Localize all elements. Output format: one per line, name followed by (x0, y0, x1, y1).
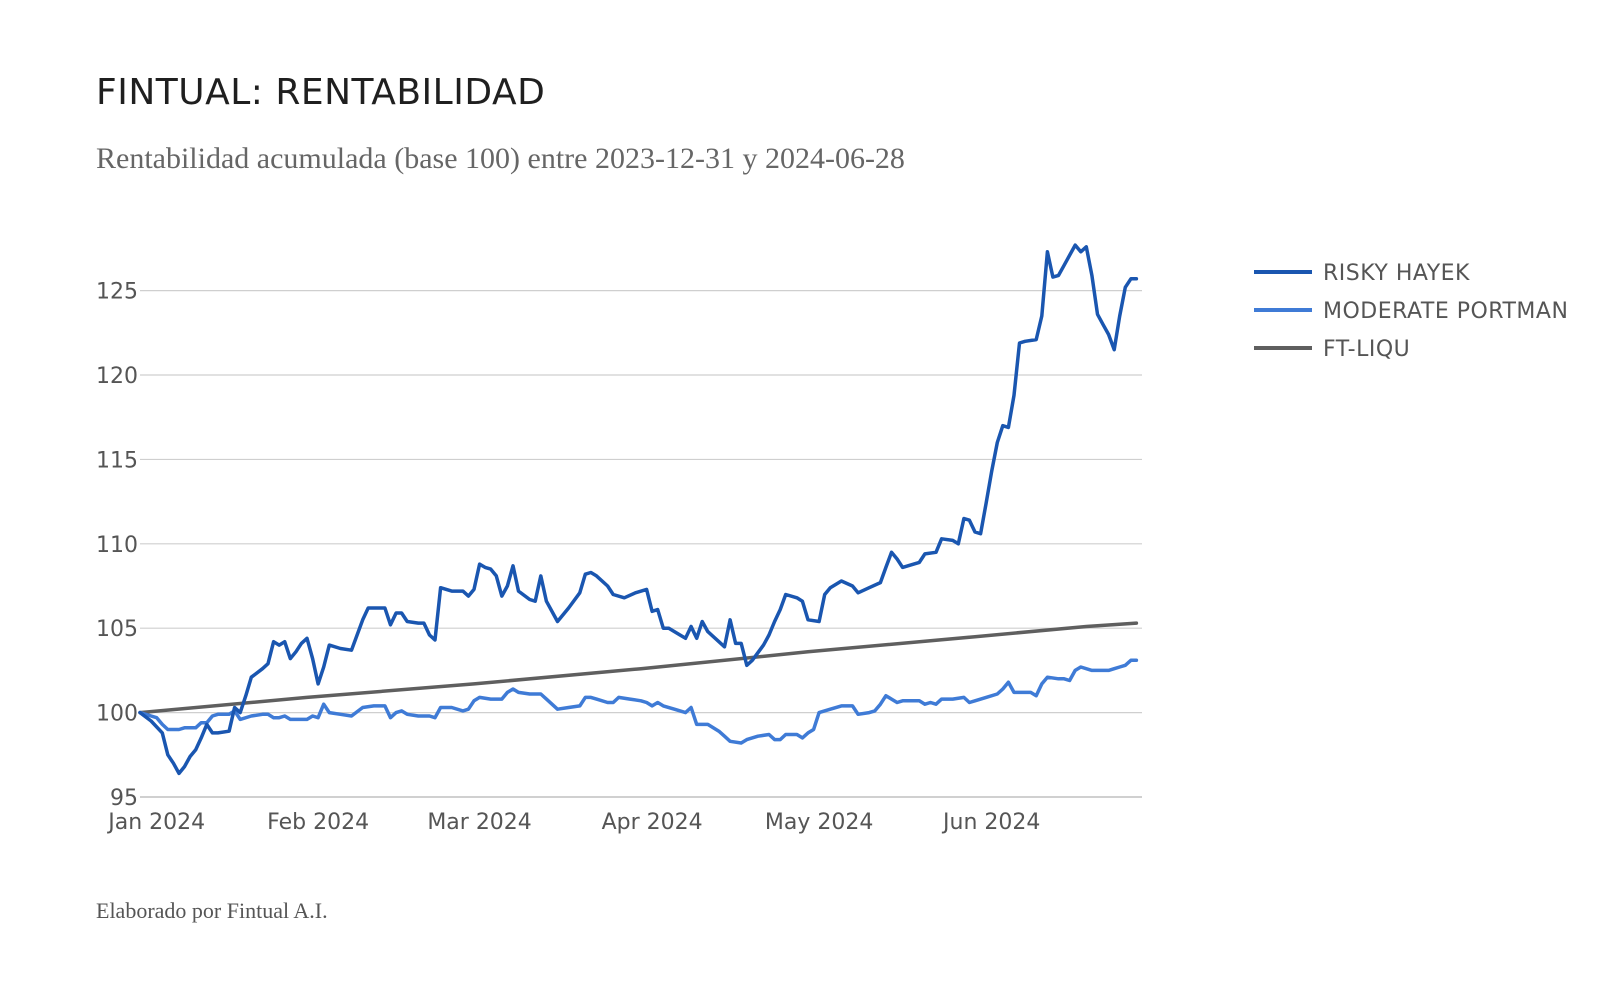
y-tick-label: 125 (96, 280, 138, 305)
x-tick-label: Feb 2024 (267, 810, 369, 835)
legend-label: FT-LIQU (1323, 337, 1410, 362)
chart-title: FINTUAL: RENTABILIDAD (96, 72, 546, 113)
legend-label: MODERATE PORTMAN (1323, 299, 1568, 324)
grid-lines (140, 290, 1142, 798)
y-tick-label: 105 (96, 617, 138, 642)
series-line-moderate-portman (138, 658, 1139, 745)
legend: RISKY HAYEK MODERATE PORTMAN FT-LIQU (1254, 261, 1568, 362)
y-tick-label: 115 (96, 448, 138, 473)
y-axis-ticks: 95 100 105 110 115 120 125 (96, 280, 138, 811)
chart-subtitle: Rentabilidad acumulada (base 100) entre … (96, 142, 905, 175)
x-tick-label: Apr 2024 (602, 810, 703, 835)
series-lines (138, 243, 1139, 776)
x-tick-label: May 2024 (765, 810, 873, 835)
y-tick-label: 120 (96, 364, 138, 389)
series-line-ft-liqu (138, 621, 1139, 715)
y-tick-label: 110 (96, 533, 138, 558)
legend-label: RISKY HAYEK (1323, 261, 1470, 286)
x-axis-ticks: Jan 2024 Feb 2024 Mar 2024 Apr 2024 May 2024… (106, 810, 1040, 835)
y-tick-label: 100 (96, 702, 138, 727)
series-line-risky-hayek (138, 243, 1139, 776)
x-tick-label: Jun 2024 (941, 810, 1040, 835)
x-tick-label: Jan 2024 (106, 810, 205, 835)
x-tick-label: Mar 2024 (427, 810, 532, 835)
footer-credit: Elaborado por Fintual A.I. (96, 898, 328, 923)
y-tick-label: 95 (110, 786, 138, 811)
